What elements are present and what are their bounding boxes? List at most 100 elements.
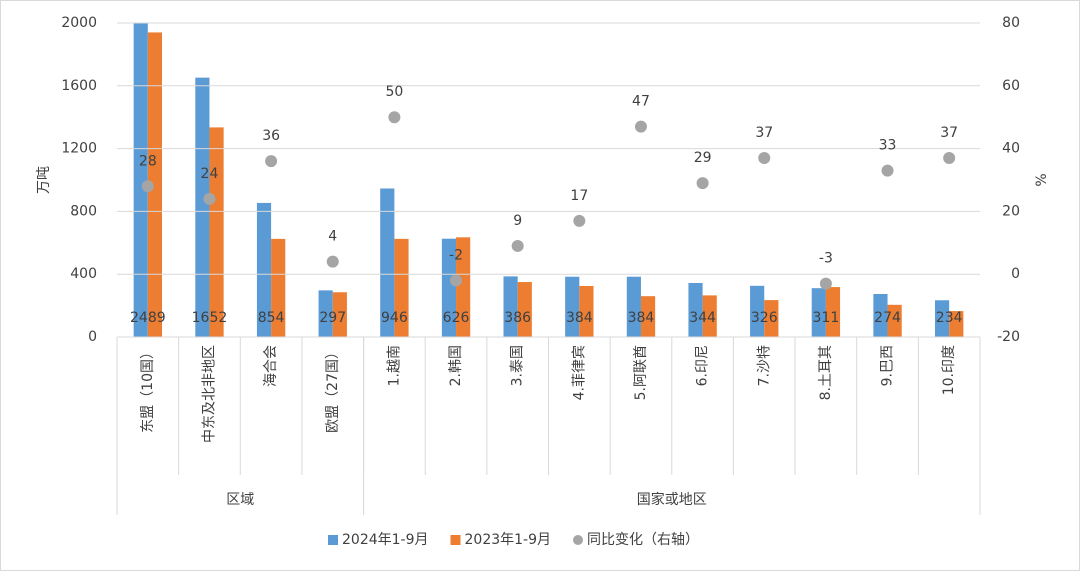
- bar: [318, 290, 333, 337]
- yoy-dot: [388, 111, 401, 124]
- y2-axis-label: %: [1034, 173, 1050, 186]
- x-tick-label: 7.沙特: [756, 345, 772, 386]
- bar: [949, 311, 964, 337]
- bar: [195, 77, 210, 337]
- x-tick-label: 9.巴西: [880, 345, 896, 386]
- x-tick-label: 6.印尼: [695, 345, 711, 386]
- y2-tick-label: -20: [997, 329, 1020, 345]
- data-label: -2: [449, 247, 463, 263]
- bar: [380, 188, 395, 337]
- bar: [811, 288, 826, 337]
- yoy-dot: [450, 274, 463, 287]
- data-label: 326: [751, 310, 778, 326]
- x-tick-label: 3.泰国: [510, 345, 526, 386]
- y2-tick-label: 0: [1011, 266, 1020, 282]
- bar: [688, 282, 703, 337]
- y-tick-label: 0: [88, 329, 97, 345]
- legend-swatch: [573, 535, 583, 545]
- y2-tick-label: 80: [1002, 15, 1020, 31]
- yoy-dot: [573, 214, 586, 227]
- bar: [133, 23, 148, 337]
- yoy-dot: [326, 255, 339, 268]
- bar: [640, 296, 656, 337]
- bar: [565, 276, 580, 337]
- x-tick-label: 4.菲律宾: [571, 345, 587, 400]
- bar: [271, 238, 286, 337]
- legend-swatch: [328, 535, 338, 545]
- yoy-dot: [758, 152, 771, 165]
- data-label: 47: [632, 94, 650, 110]
- bar: [394, 238, 409, 337]
- x-tick-label: 10.印度: [941, 345, 957, 395]
- legend-label: 2024年1-9月: [342, 532, 429, 548]
- bar: [441, 238, 457, 337]
- yoy-dot: [881, 164, 894, 177]
- y-tick-label: 800: [70, 203, 97, 219]
- bar: [332, 292, 347, 337]
- y-tick-label: 2000: [61, 15, 97, 31]
- data-label: 297: [319, 310, 346, 326]
- data-label: 24: [201, 166, 219, 182]
- bar: [456, 237, 471, 337]
- data-label: 37: [755, 125, 773, 141]
- y2-tick-label: 40: [1002, 141, 1020, 157]
- data-label: 36: [262, 128, 280, 144]
- data-label: 37: [940, 125, 958, 141]
- bar: [750, 285, 765, 337]
- bar: [935, 300, 950, 337]
- data-label: 28: [139, 153, 157, 169]
- x-tick-label: 欧盟（27国）: [325, 345, 341, 433]
- bar: [626, 276, 641, 337]
- y-tick-label: 1200: [61, 141, 97, 157]
- group-label: 国家或地区: [637, 491, 707, 508]
- bar: [147, 32, 162, 337]
- bar: [503, 276, 518, 337]
- plot-area: [133, 23, 964, 337]
- data-label: 946: [381, 310, 408, 326]
- x-tick-label: 8.土耳其: [818, 345, 834, 400]
- yoy-dot: [265, 155, 278, 168]
- bar: [579, 285, 594, 337]
- x-tick-label: 1.越南: [386, 345, 402, 386]
- bar: [702, 295, 717, 337]
- data-label: 626: [443, 310, 470, 326]
- bar: [825, 287, 841, 337]
- x-tick-label: 5.阿联酋: [632, 345, 649, 400]
- yoy-dot: [511, 239, 524, 252]
- data-label: 29: [694, 150, 712, 166]
- bar: [873, 293, 888, 337]
- yoy-dot: [819, 277, 832, 290]
- x-tick-label: 东盟（10国）: [140, 345, 156, 433]
- data-label: 2489: [130, 310, 166, 326]
- bar: [209, 127, 224, 337]
- x-tick-label: 中东及北非地区: [201, 345, 217, 443]
- data-label: 384: [628, 310, 655, 326]
- data-label: 344: [689, 310, 716, 326]
- data-label: 384: [566, 310, 593, 326]
- bar: [764, 300, 779, 337]
- bar: [517, 282, 532, 337]
- data-label: 311: [813, 310, 840, 326]
- legend-label: 2023年1-9月: [465, 532, 552, 548]
- yoy-dot: [696, 177, 709, 190]
- y2-tick-label: 60: [1002, 78, 1020, 94]
- x-tick-label: 海合会: [263, 345, 279, 387]
- y2-tick-label: 20: [1002, 203, 1020, 219]
- y-tick-label: 400: [70, 266, 97, 282]
- y-axis-label: 万吨: [36, 166, 52, 194]
- data-label: 234: [936, 310, 963, 326]
- yoy-dot: [141, 180, 154, 193]
- x-tick-label: 2.韩国: [448, 345, 464, 386]
- yoy-dot: [943, 152, 956, 165]
- data-label: 33: [879, 138, 897, 154]
- data-label: 1652: [192, 310, 228, 326]
- data-label: 4: [328, 229, 337, 245]
- data-label: 9: [513, 213, 522, 229]
- group-label: 区域: [226, 492, 254, 508]
- data-label: -3: [819, 251, 833, 267]
- legend-swatch: [450, 535, 461, 545]
- data-label: 17: [570, 188, 588, 204]
- data-label: 386: [504, 310, 531, 326]
- yoy-dot: [634, 120, 647, 133]
